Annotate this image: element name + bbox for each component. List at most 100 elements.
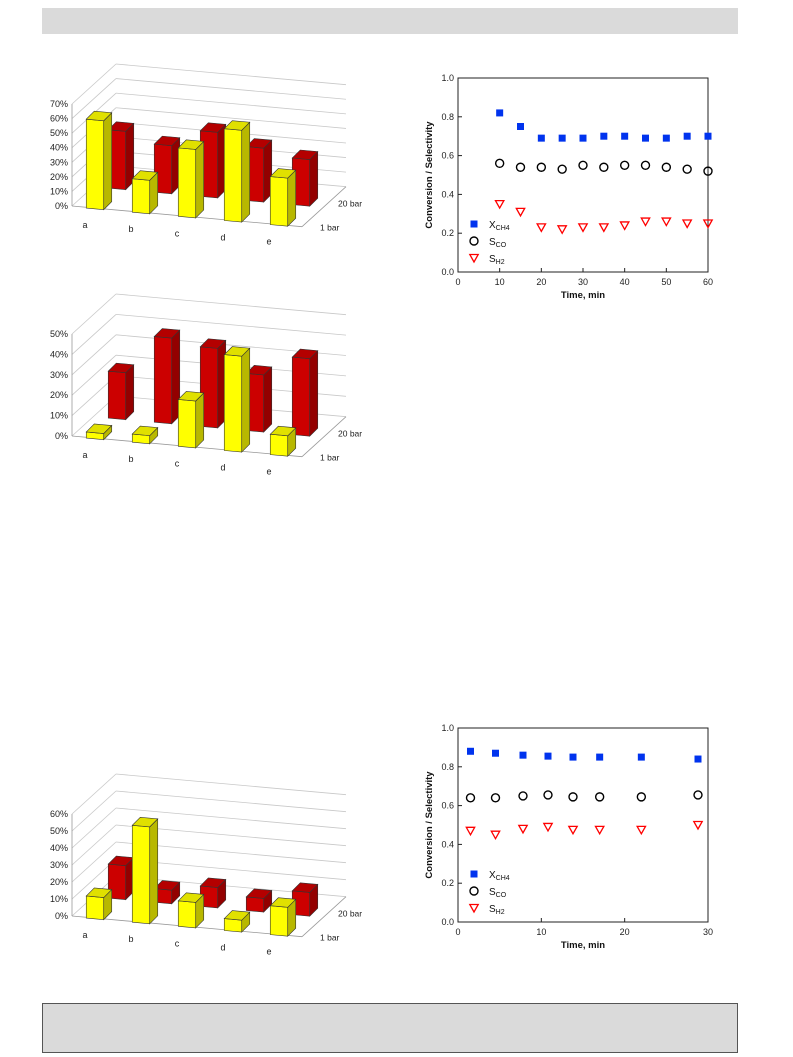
bar-side-face — [287, 169, 297, 227]
data-point-XCH4 — [600, 132, 608, 140]
data-point-SH2 — [536, 223, 547, 233]
data-point-SH2 — [494, 199, 505, 210]
bar-1bar-e — [269, 897, 297, 937]
data-point-SCO — [640, 160, 651, 171]
gridline-back — [115, 807, 347, 830]
y-tick-label: 0.8 — [441, 112, 454, 122]
data-point-SCO — [703, 166, 713, 176]
category-label-e: e — [266, 467, 271, 477]
data-point-SCO — [599, 162, 609, 172]
bar-1bar-b — [131, 425, 159, 445]
data-point-XCH4 — [517, 123, 524, 130]
bar-20bar-c — [199, 338, 227, 429]
bar-top-face — [177, 892, 205, 903]
data-point-SH2 — [594, 825, 605, 836]
bar-1bar-c — [177, 391, 205, 449]
bottom-caption-box — [42, 1003, 738, 1053]
gridline-back — [115, 107, 347, 129]
gridline-back — [115, 790, 347, 813]
data-point-SCO — [543, 790, 553, 800]
gridline-side — [71, 78, 117, 119]
bar-20bar-e — [291, 348, 319, 437]
bar-1bar-e — [269, 168, 297, 227]
bar-front-face — [291, 356, 311, 437]
bar-top-face — [107, 362, 135, 374]
gridline-side — [71, 334, 117, 376]
legend-marker-XCH4 — [470, 220, 478, 228]
x-tick-label: 10 — [495, 277, 505, 287]
bar-top-face — [85, 423, 113, 434]
floor-right-edge — [301, 896, 347, 937]
bar-1bar-b — [131, 816, 159, 925]
bar-front-face — [177, 147, 197, 219]
data-point-SH2 — [598, 223, 610, 233]
bar-top-face — [107, 121, 135, 132]
data-point-SH2 — [517, 824, 529, 835]
scatter-chart-1: 0.0 0.2 0.4 0.6 0.8 1.0 0 10 20 30 40 50 60 Time, min… — [424, 73, 714, 301]
y-tick-label: 10% — [50, 894, 68, 904]
bar-top-face — [223, 346, 251, 357]
data-point-SH2 — [692, 820, 704, 831]
data-point-SCO — [465, 793, 476, 803]
gridline-back — [115, 92, 347, 115]
gridline-side — [71, 314, 117, 355]
legend-label-SCO: SCO — [489, 237, 507, 249]
bar-chart-3: 0% 10% 20% 30% 40% 50% 60% 20 bar 1 bar a b c d e — [50, 773, 362, 957]
data-point-SH2 — [515, 207, 526, 218]
bar-side-face — [103, 112, 113, 211]
bar-front-face — [107, 370, 127, 420]
category-label-c: c — [175, 938, 180, 948]
data-point-XCH4 — [492, 749, 499, 757]
bar-20bar-e — [291, 149, 319, 207]
y-tick-label: 30% — [50, 860, 68, 870]
row-label-1bar: 1 bar — [320, 223, 340, 233]
data-point-SH2 — [567, 825, 579, 836]
bar-20bar-c — [199, 877, 227, 909]
bar-top-face — [245, 365, 273, 376]
y-tick-label: 50% — [50, 329, 68, 339]
floor-right-edge — [301, 186, 347, 227]
y-axis-title: Conversion / Selectivity — [424, 771, 435, 879]
series-SCO — [465, 790, 703, 803]
bar-20bar-c — [199, 122, 227, 199]
y-tick-label: 10% — [50, 411, 68, 421]
y-tick-label: 40% — [50, 843, 68, 853]
bar-top-face — [269, 168, 297, 179]
bar-front-face — [223, 354, 243, 453]
category-label-d: d — [220, 232, 225, 242]
bar-top-face — [269, 425, 297, 437]
category-label-d: d — [220, 942, 225, 952]
y-tick-label: 70% — [50, 99, 68, 109]
data-point-XCH4 — [544, 752, 552, 760]
bar-1bar-c — [177, 139, 205, 219]
y-tick-label: 20% — [50, 877, 68, 887]
bar-top-face — [245, 888, 273, 899]
bar-top-face — [153, 135, 181, 147]
category-label-d: d — [220, 462, 225, 472]
bar-front-face — [269, 176, 289, 227]
data-point-SCO — [619, 160, 630, 171]
bar-front-face — [269, 905, 289, 937]
data-point-SCO — [518, 791, 528, 801]
data-point-XCH4 — [662, 134, 670, 142]
bar-top-face — [85, 110, 113, 122]
x-axis-title: Time, min — [561, 940, 605, 951]
bar-20bar-a — [107, 362, 135, 421]
category-label-e: e — [266, 947, 271, 957]
y-axis-title: Conversion / Selectivity — [424, 121, 435, 229]
legend-label-SH2: SH2 — [489, 254, 505, 266]
y-tick-label: 0.4 — [441, 839, 454, 849]
y-tick-label: 60% — [50, 809, 68, 819]
x-tick-label: 20 — [536, 277, 546, 287]
bar-chart-1: 0% 10% 20% 30% 40% 50% 60% 70% 20 bar 1 bar a b c d e — [50, 63, 362, 247]
bar-20bar-d — [245, 365, 273, 433]
data-point-XCH4 — [496, 109, 504, 117]
category-label-b: b — [128, 454, 133, 464]
row-label-20bar: 20 bar — [338, 199, 362, 209]
data-point-SH2 — [577, 223, 589, 233]
bar-1bar-e — [269, 425, 297, 457]
y-tick-label: 20% — [50, 390, 68, 400]
bar-1bar-a — [85, 887, 113, 921]
data-point-XCH4 — [519, 751, 527, 759]
data-point-SH2 — [661, 217, 672, 227]
